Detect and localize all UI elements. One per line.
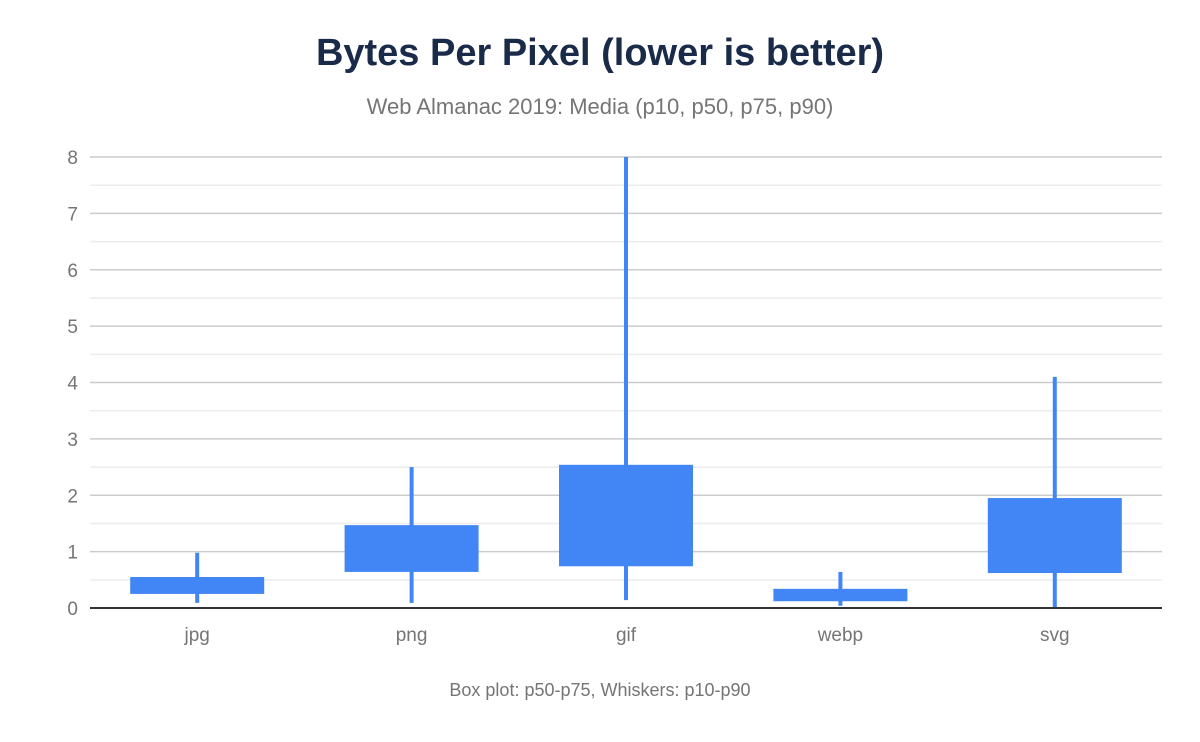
- box-webp: [773, 588, 908, 602]
- box-gif: [559, 464, 693, 567]
- y-tick-label: 3: [67, 430, 78, 451]
- x-tick-label: png: [396, 625, 428, 646]
- y-tick-label: 0: [67, 599, 78, 620]
- y-tick-label: 5: [67, 317, 78, 338]
- box-jpg: [130, 576, 265, 594]
- y-tick-label: 8: [67, 148, 78, 169]
- box-png: [344, 525, 479, 572]
- x-tick-label: webp: [817, 625, 863, 646]
- y-tick-label: 2: [67, 486, 78, 507]
- y-tick-label: 6: [67, 261, 78, 282]
- x-tick-label: gif: [616, 625, 637, 646]
- y-tick-label: 7: [67, 204, 78, 225]
- y-tick-label: 1: [67, 543, 78, 564]
- y-tick-label: 4: [67, 374, 78, 395]
- x-tick-label: jpg: [184, 625, 210, 646]
- x-tick-label: svg: [1040, 625, 1070, 646]
- chart-footnote: Box plot: p50-p75, Whiskers: p10-p90: [449, 680, 751, 700]
- chart-title: Bytes Per Pixel (lower is better): [315, 32, 885, 74]
- box-svg: [987, 498, 1122, 574]
- chart-subtitle: Web Almanac 2019: Media (p10, p50, p75, …: [366, 94, 834, 119]
